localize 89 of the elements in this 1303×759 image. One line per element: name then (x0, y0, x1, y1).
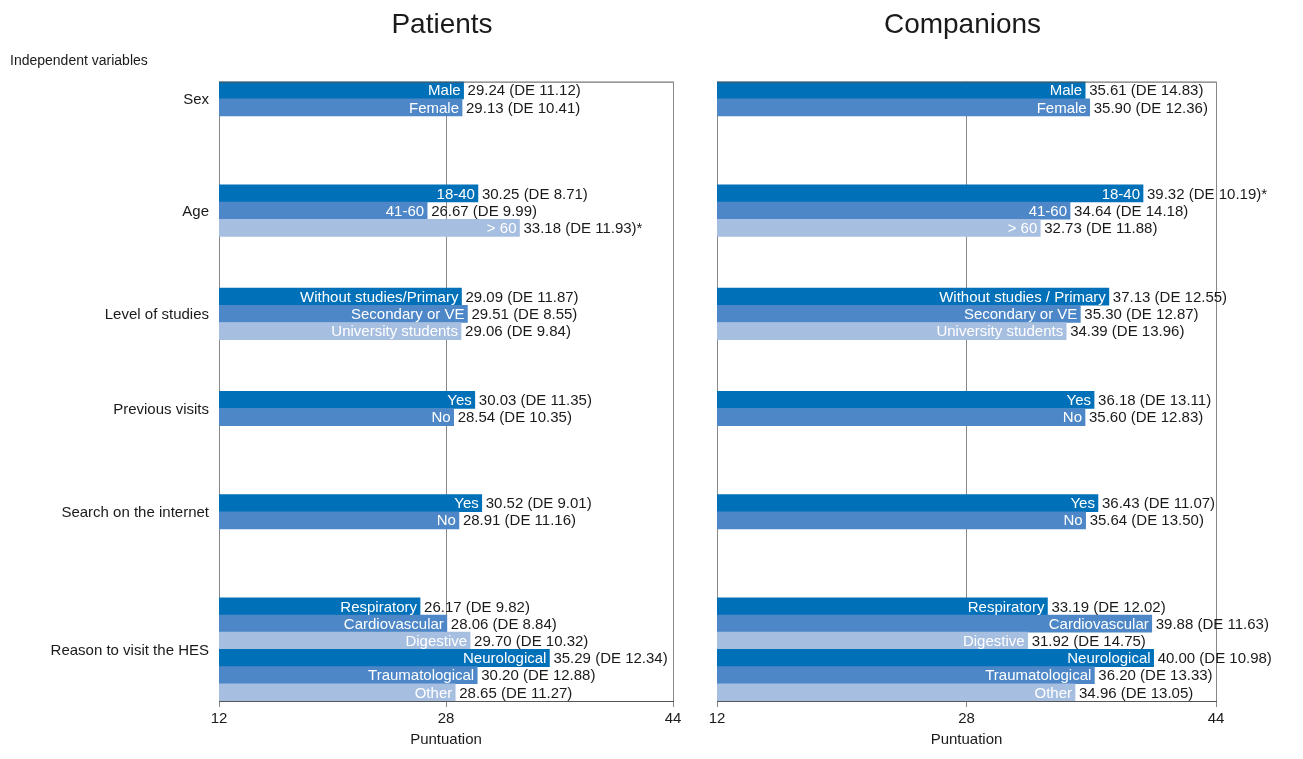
text: Previous visits (113, 399, 209, 417)
category-label: Female (1036, 98, 1087, 116)
text: Sex (183, 89, 210, 107)
category-label: Yes (447, 391, 472, 409)
data-label: 26.67 (DE 9.99) (431, 201, 538, 219)
category-label: No (436, 511, 456, 529)
data-label: 37.13 (DE 12.55) (1112, 287, 1228, 305)
data-label: 28.54 (DE 10.35) (457, 408, 572, 426)
data-label: 29.13 (DE 10.41) (466, 98, 581, 116)
data-label: 28.65 (DE 11.27) (459, 683, 573, 701)
text: Search on the internet (61, 502, 210, 520)
category-label: Traumatological (368, 666, 475, 684)
data-label: 35.60 (DE 12.83) (1089, 408, 1204, 426)
data-label: 39.32 (DE 10.19)* (1147, 184, 1268, 202)
data-label: 40.00 (DE 10.98) (1157, 649, 1272, 667)
data-label: 30.03 (DE 11.35) (478, 391, 592, 409)
category-label: Other (1034, 683, 1073, 701)
category-label: Respiratory (340, 597, 418, 615)
x-tick-label: 28 (958, 709, 975, 727)
data-label: 34.96 (DE 13.05) (1079, 683, 1194, 701)
data-label: 34.64 (DE 14.18) (1074, 201, 1189, 219)
x-tick-label: 28 (437, 709, 455, 727)
x-tick-label: 12 (708, 709, 726, 727)
category-label: Male (1049, 81, 1083, 99)
data-label: 32.73 (DE 11.88) (1044, 218, 1158, 236)
data-label: 30.52 (DE 9.01) (485, 494, 592, 512)
data-label: 35.90 (DE 12.36) (1093, 98, 1208, 116)
x-tick-label: 44 (664, 709, 682, 727)
data-label: 34.39 (DE 13.96) (1070, 322, 1185, 340)
category-label: > 60 (486, 218, 517, 236)
data-label: 35.61 (DE 14.83) (1089, 81, 1204, 99)
data-label: 36.20 (DE 13.33) (1098, 666, 1213, 684)
category-label: Female (409, 98, 460, 116)
data-label: 33.19 (DE 12.02) (1051, 597, 1166, 615)
data-label: 36.18 (DE 13.11) (1098, 391, 1212, 409)
data-label: 35.30 (DE 12.87) (1084, 305, 1199, 323)
category-label: No (431, 408, 451, 426)
category-label: Yes (1070, 494, 1095, 512)
category-label: Secondary or VE (963, 305, 1078, 323)
x-tick-label: 12 (210, 709, 228, 727)
category-label: University students (936, 322, 1064, 340)
data-label: 39.88 (DE 11.63) (1155, 614, 1269, 632)
category-label: Digestive (405, 631, 468, 649)
category-label: Neurological (463, 649, 547, 667)
y-axis-title: Independent variables (10, 52, 148, 69)
data-label: 28.06 (DE 8.84) (450, 614, 557, 632)
data-label: 35.29 (DE 12.34) (553, 649, 668, 667)
text: Level of studies (104, 305, 209, 323)
category-label: Other (414, 683, 453, 701)
category-label: Male (428, 81, 461, 99)
data-label: 29.70 (DE 10.32) (474, 631, 589, 649)
text: Age (182, 201, 209, 219)
category-label: 18-40 (436, 184, 475, 202)
category-label: Respiratory (967, 597, 1045, 615)
category-label: Neurological (1067, 649, 1151, 667)
category-label: Yes (454, 494, 479, 512)
data-label: 29.06 (DE 9.84) (465, 322, 571, 340)
category-label: Digestive (962, 631, 1025, 649)
data-label: 35.64 (DE 13.50) (1089, 511, 1204, 529)
category-label: University students (331, 322, 459, 340)
category-label: Yes (1066, 391, 1092, 409)
category-label: > 60 (1007, 218, 1038, 236)
x-axis-title: Puntuation (930, 730, 1003, 748)
data-label: 30.25 (DE 8.71) (481, 184, 588, 202)
data-label: 31.92 (DE 14.75) (1031, 631, 1146, 649)
category-label: Secondary or VE (351, 305, 465, 323)
x-axis-title: Puntuation (410, 730, 482, 748)
category-label: 41-60 (385, 201, 425, 219)
chart-title: Patients (391, 7, 493, 39)
category-label: No (1062, 408, 1083, 426)
category-label: Cardiovascular (343, 614, 444, 632)
x-tick-label: 44 (1207, 709, 1225, 727)
category-label: Traumatological (985, 666, 1092, 684)
chart-title: Companions (883, 7, 1042, 39)
data-label: 33.18 (DE 11.93)* (523, 218, 643, 236)
category-label: Without studies / Primary (939, 287, 1106, 305)
category-label: 18-40 (1101, 184, 1141, 202)
category-label: Without studies/Primary (300, 287, 459, 305)
data-label: 30.20 (DE 12.88) (481, 666, 596, 684)
data-label: 29.51 (DE 8.55) (471, 305, 578, 323)
data-label: 28.91 (DE 11.16) (462, 511, 577, 529)
data-label: 26.17 (DE 9.82) (424, 597, 530, 615)
text: Reason to visit the HES (50, 640, 209, 658)
category-label: Cardiovascular (1048, 614, 1149, 632)
data-label: 29.09 (DE 11.87) (465, 287, 579, 305)
data-label: 36.43 (DE 11.07) (1101, 494, 1216, 512)
data-label: 29.24 (DE 11.12) (467, 81, 581, 99)
category-label: No (1063, 511, 1083, 529)
category-label: 41-60 (1028, 201, 1068, 219)
